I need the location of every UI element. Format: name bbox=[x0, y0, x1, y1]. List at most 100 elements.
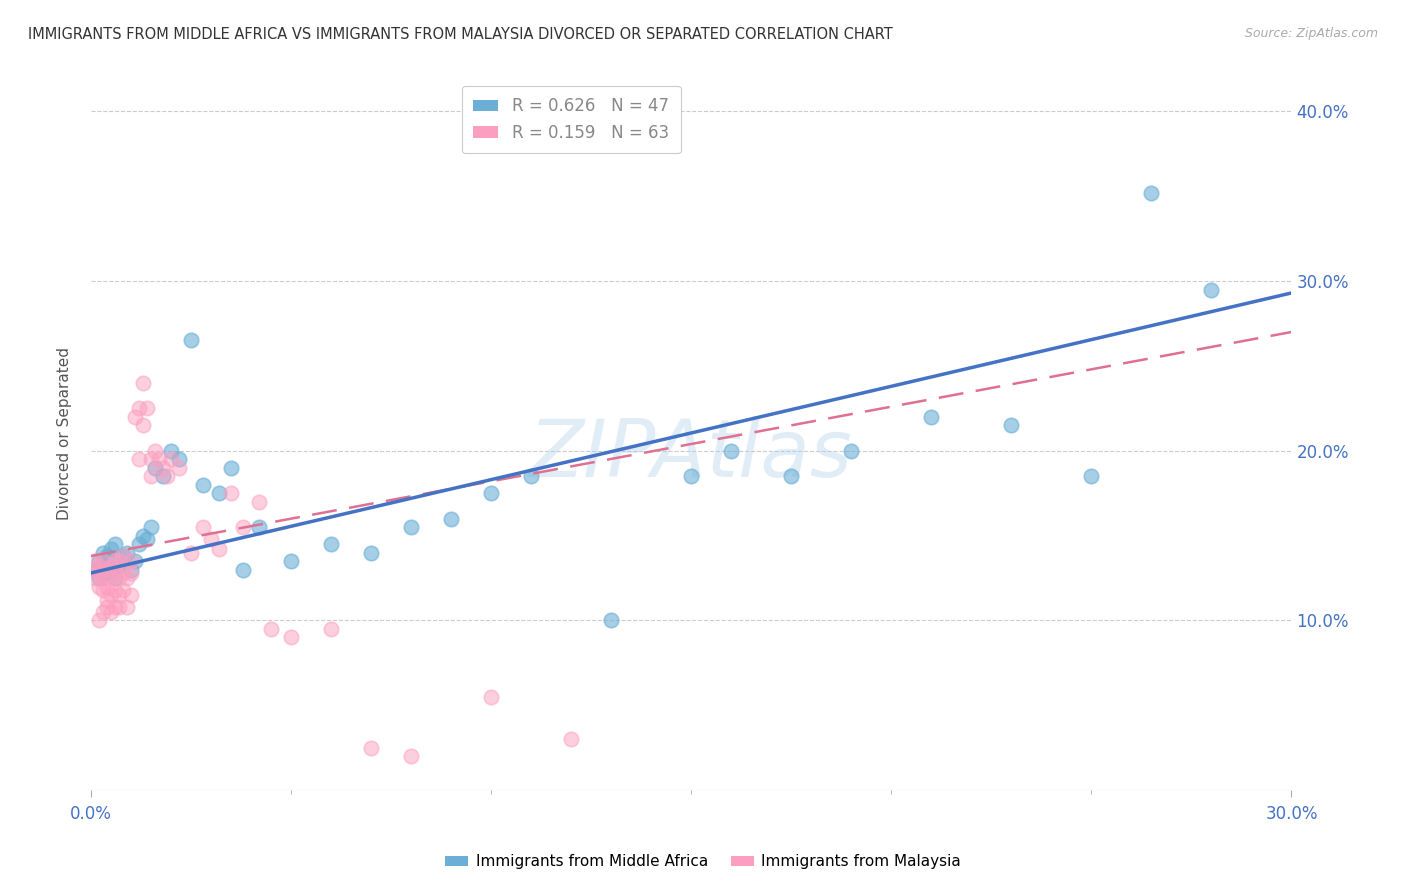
Point bbox=[100, 588, 122, 602]
Point bbox=[87, 614, 110, 628]
Point bbox=[108, 558, 131, 572]
Point bbox=[84, 571, 107, 585]
Point bbox=[160, 443, 183, 458]
Point bbox=[232, 563, 254, 577]
Point bbox=[520, 469, 543, 483]
Point bbox=[208, 486, 231, 500]
Point bbox=[319, 622, 342, 636]
Point bbox=[124, 409, 146, 424]
Point bbox=[600, 614, 623, 628]
Point bbox=[280, 554, 302, 568]
Point bbox=[132, 418, 155, 433]
Point bbox=[104, 582, 127, 597]
Point bbox=[167, 452, 190, 467]
Point bbox=[139, 469, 162, 483]
Legend: R = 0.626   N = 47, R = 0.159   N = 63: R = 0.626 N = 47, R = 0.159 N = 63 bbox=[461, 86, 681, 153]
Point bbox=[104, 554, 127, 568]
Point bbox=[440, 511, 463, 525]
Point bbox=[104, 537, 127, 551]
Point bbox=[720, 443, 742, 458]
Point bbox=[111, 549, 134, 563]
Point bbox=[200, 532, 222, 546]
Point bbox=[191, 477, 214, 491]
Point bbox=[104, 571, 127, 585]
Point bbox=[1000, 418, 1022, 433]
Point bbox=[108, 571, 131, 585]
Point bbox=[96, 580, 118, 594]
Point bbox=[120, 554, 142, 568]
Point bbox=[399, 749, 422, 764]
Point bbox=[160, 452, 183, 467]
Point bbox=[87, 559, 110, 574]
Point bbox=[100, 571, 122, 585]
Point bbox=[247, 494, 270, 508]
Point bbox=[839, 443, 862, 458]
Point bbox=[156, 469, 179, 483]
Point bbox=[115, 546, 138, 560]
Point bbox=[100, 605, 122, 619]
Point bbox=[360, 546, 382, 560]
Point bbox=[108, 599, 131, 614]
Point bbox=[91, 605, 114, 619]
Point bbox=[219, 460, 242, 475]
Text: Source: ZipAtlas.com: Source: ZipAtlas.com bbox=[1244, 27, 1378, 40]
Point bbox=[124, 554, 146, 568]
Point bbox=[91, 571, 114, 585]
Point bbox=[96, 599, 118, 614]
Point bbox=[84, 554, 107, 568]
Point bbox=[100, 563, 122, 577]
Point bbox=[180, 334, 202, 348]
Point bbox=[136, 532, 159, 546]
Point bbox=[143, 460, 166, 475]
Point bbox=[136, 401, 159, 416]
Point bbox=[920, 409, 942, 424]
Point bbox=[132, 376, 155, 390]
Point bbox=[91, 582, 114, 597]
Point bbox=[167, 460, 190, 475]
Point bbox=[191, 520, 214, 534]
Point bbox=[152, 469, 174, 483]
Point bbox=[208, 542, 231, 557]
Point bbox=[115, 599, 138, 614]
Point bbox=[232, 520, 254, 534]
Point bbox=[132, 528, 155, 542]
Point bbox=[91, 554, 114, 568]
Point bbox=[280, 631, 302, 645]
Point bbox=[219, 486, 242, 500]
Point bbox=[100, 559, 122, 574]
Point bbox=[96, 559, 118, 574]
Point bbox=[681, 469, 703, 483]
Legend: Immigrants from Middle Africa, Immigrants from Malaysia: Immigrants from Middle Africa, Immigrant… bbox=[439, 848, 967, 875]
Point bbox=[104, 566, 127, 580]
Point bbox=[91, 566, 114, 580]
Point bbox=[87, 554, 110, 568]
Point bbox=[96, 593, 118, 607]
Point bbox=[84, 563, 107, 577]
Point bbox=[143, 443, 166, 458]
Point bbox=[180, 546, 202, 560]
Point bbox=[111, 582, 134, 597]
Point bbox=[96, 563, 118, 577]
Point bbox=[139, 452, 162, 467]
Point bbox=[479, 690, 502, 704]
Point bbox=[120, 588, 142, 602]
Point bbox=[111, 566, 134, 580]
Point bbox=[1080, 469, 1102, 483]
Point bbox=[108, 588, 131, 602]
Point bbox=[108, 554, 131, 568]
Text: ZIPAtlas: ZIPAtlas bbox=[529, 417, 853, 494]
Point bbox=[96, 549, 118, 563]
Point bbox=[91, 546, 114, 560]
Point bbox=[780, 469, 803, 483]
Point bbox=[260, 622, 283, 636]
Point bbox=[104, 599, 127, 614]
Point bbox=[319, 537, 342, 551]
Point bbox=[148, 452, 170, 467]
Point bbox=[120, 566, 142, 580]
Point bbox=[111, 549, 134, 563]
Point bbox=[128, 401, 150, 416]
Point bbox=[479, 486, 502, 500]
Point bbox=[120, 563, 142, 577]
Point bbox=[1201, 283, 1223, 297]
Text: IMMIGRANTS FROM MIDDLE AFRICA VS IMMIGRANTS FROM MALAYSIA DIVORCED OR SEPARATED : IMMIGRANTS FROM MIDDLE AFRICA VS IMMIGRA… bbox=[28, 27, 893, 42]
